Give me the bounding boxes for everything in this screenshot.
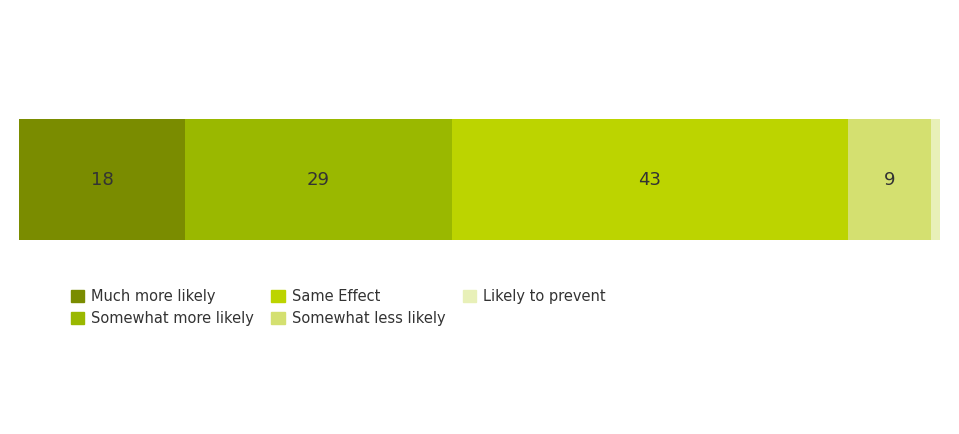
Bar (19, 119, 185, 240)
Text: 18: 18 (91, 171, 113, 189)
Text: 43: 43 (639, 171, 662, 189)
Bar (452, 119, 848, 240)
Legend: Much more likely, Somewhat more likely, Same Effect, Somewhat less likely, Likel: Much more likely, Somewhat more likely, … (63, 282, 613, 333)
Text: 29: 29 (307, 171, 330, 189)
Bar (185, 119, 452, 240)
Bar (930, 119, 940, 240)
Bar (848, 119, 930, 240)
Text: 9: 9 (883, 171, 895, 189)
